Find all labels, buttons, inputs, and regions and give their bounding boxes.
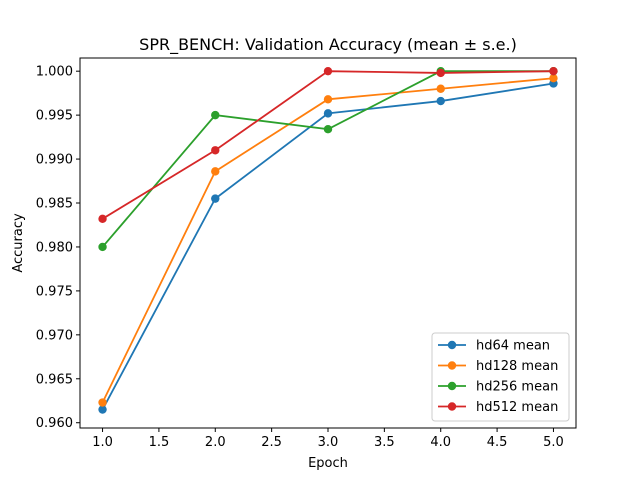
y-tick-label: 0.980 [36,240,73,255]
x-tick-label: 5.0 [543,435,564,450]
legend-label: hd128 mean [476,359,558,374]
data-point [98,405,107,414]
legend-box [431,332,570,422]
data-point [436,96,445,106]
plot-content [98,66,558,414]
x-axis-label: Epoch [308,456,348,471]
y-tick-label: 0.970 [36,328,73,343]
data-point [211,194,220,203]
series-hd256-mean [98,66,558,252]
legend-item: hd128 mean [438,359,558,374]
x-tick-label: 3.0 [318,435,339,450]
x-tick-label: 4.0 [430,435,451,450]
data-point [323,95,333,104]
legend-item: hd256 mean [438,380,558,395]
data-point [323,109,333,118]
y-axis-ticks: 0.960 0.965 0.970 0.975 0.980 0.985 0.990 0.995… [36,65,80,431]
y-tick-label: 0.995 [36,109,73,124]
chart-title: SPR_BENCH: Validation Accuracy (mean ± s… [139,35,517,55]
data-point [211,167,220,176]
legend-label: hd256 mean [476,380,558,395]
x-axis-ticks: 1.0 1.5 2.0 2.5 3.0 3.5 4.0 4.5 5.0 [92,428,564,450]
data-point [436,68,445,78]
legend-label: hd512 mean [476,400,558,415]
legend-item: hd64 mean [438,339,550,354]
legend-marker [447,340,457,350]
data-point [211,110,220,120]
x-tick-label: 3.5 [374,435,395,450]
y-tick-label: 0.960 [36,416,73,431]
data-point [549,74,558,83]
legend-label: hd64 mean [476,339,550,354]
y-tick-label: 0.985 [36,197,73,212]
x-tick-label: 1.5 [149,435,170,450]
legend-item: hd512 mean [438,400,558,415]
data-point [323,66,333,76]
legend-marker [447,361,457,370]
y-axis-label: Accuracy [11,213,26,273]
data-point [436,84,445,93]
data-point [549,66,558,76]
x-tick-label: 4.5 [487,435,508,450]
y-tick-label: 0.990 [36,153,73,168]
x-tick-label: 2.5 [261,435,282,450]
x-tick-label: 2.0 [205,435,226,450]
y-tick-label: 1.000 [36,65,73,80]
data-point [98,242,107,252]
y-tick-label: 0.975 [36,284,73,299]
series-hd512-mean [98,66,558,224]
legend: hd64 mean hd128 mean hd256 mean hd512 mean [431,332,570,422]
data-point [211,146,220,155]
legend-marker [447,381,457,391]
x-tick-label: 1.0 [92,435,113,450]
legend-marker [447,402,457,411]
series-hd128-mean [98,74,558,407]
y-tick-label: 0.965 [36,372,73,387]
data-point [98,398,107,407]
data-point [98,214,107,224]
data-point [323,124,333,134]
